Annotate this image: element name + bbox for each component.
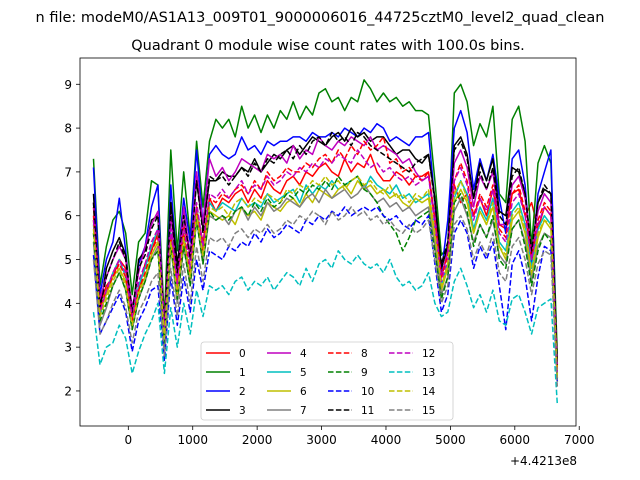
legend-label-15: 15 (422, 405, 435, 417)
x-tick-label: 6000 (500, 433, 531, 447)
y-tick-label: 5 (64, 253, 72, 267)
plot-frame (79, 57, 577, 427)
series-line-15 (92, 206, 559, 387)
x-offset-text: +4.4213e8 (510, 454, 577, 468)
legend-label-4: 4 (300, 348, 307, 360)
x-tick-label: 3000 (306, 433, 337, 447)
series-line-2 (92, 109, 559, 383)
x-axis: 0 1000 2000 3000 4000 5000 6000 7000 (124, 426, 594, 447)
x-tick-label: 5000 (435, 433, 466, 447)
legend-label-7: 7 (300, 405, 307, 417)
series-line-8 (92, 136, 559, 370)
y-axis: 2 3 4 5 6 7 8 9 (64, 78, 80, 398)
series-layer (92, 79, 559, 405)
legend-label-5: 5 (300, 367, 307, 379)
y-tick-label: 8 (64, 122, 72, 136)
y-tick-label: 4 (64, 297, 72, 311)
legend-label-6: 6 (300, 386, 307, 398)
x-tick-label: 1000 (177, 433, 208, 447)
legend-label-2: 2 (239, 386, 246, 398)
legend-label-13: 13 (422, 367, 435, 379)
legend-label-3: 3 (239, 405, 246, 417)
legend-label-12: 12 (422, 348, 435, 360)
y-tick-label: 7 (64, 165, 72, 179)
legend-label-8: 8 (361, 348, 368, 360)
x-tick-label: 4000 (371, 433, 402, 447)
x-tick-label: 2000 (242, 433, 273, 447)
series-line-14 (92, 175, 559, 378)
legend-label-1: 1 (239, 367, 246, 379)
legend-label-9: 9 (361, 367, 368, 379)
legend-label-0: 0 (239, 348, 246, 360)
legend-box (200, 341, 454, 421)
y-tick-label: 2 (64, 384, 72, 398)
y-tick-label: 9 (64, 78, 72, 92)
series-line-12 (92, 149, 559, 374)
series-line-4 (92, 136, 559, 370)
x-tick-label: 0 (124, 433, 132, 447)
x-tick-label: 7000 (564, 433, 595, 447)
legend-label-11: 11 (361, 405, 374, 417)
series-line-1 (92, 79, 559, 356)
legend-label-10: 10 (361, 386, 374, 398)
series-line-13 (92, 250, 559, 405)
series-line-11 (92, 131, 559, 365)
figure-suptitle: n file: modeM0/AS1A13_009T01_9000006016_… (36, 10, 605, 26)
chart-title: Quadrant 0 module wise count rates with … (131, 38, 525, 54)
y-tick-label: 6 (64, 209, 72, 223)
y-tick-label: 3 (64, 341, 72, 355)
legend-label-14: 14 (422, 386, 436, 398)
